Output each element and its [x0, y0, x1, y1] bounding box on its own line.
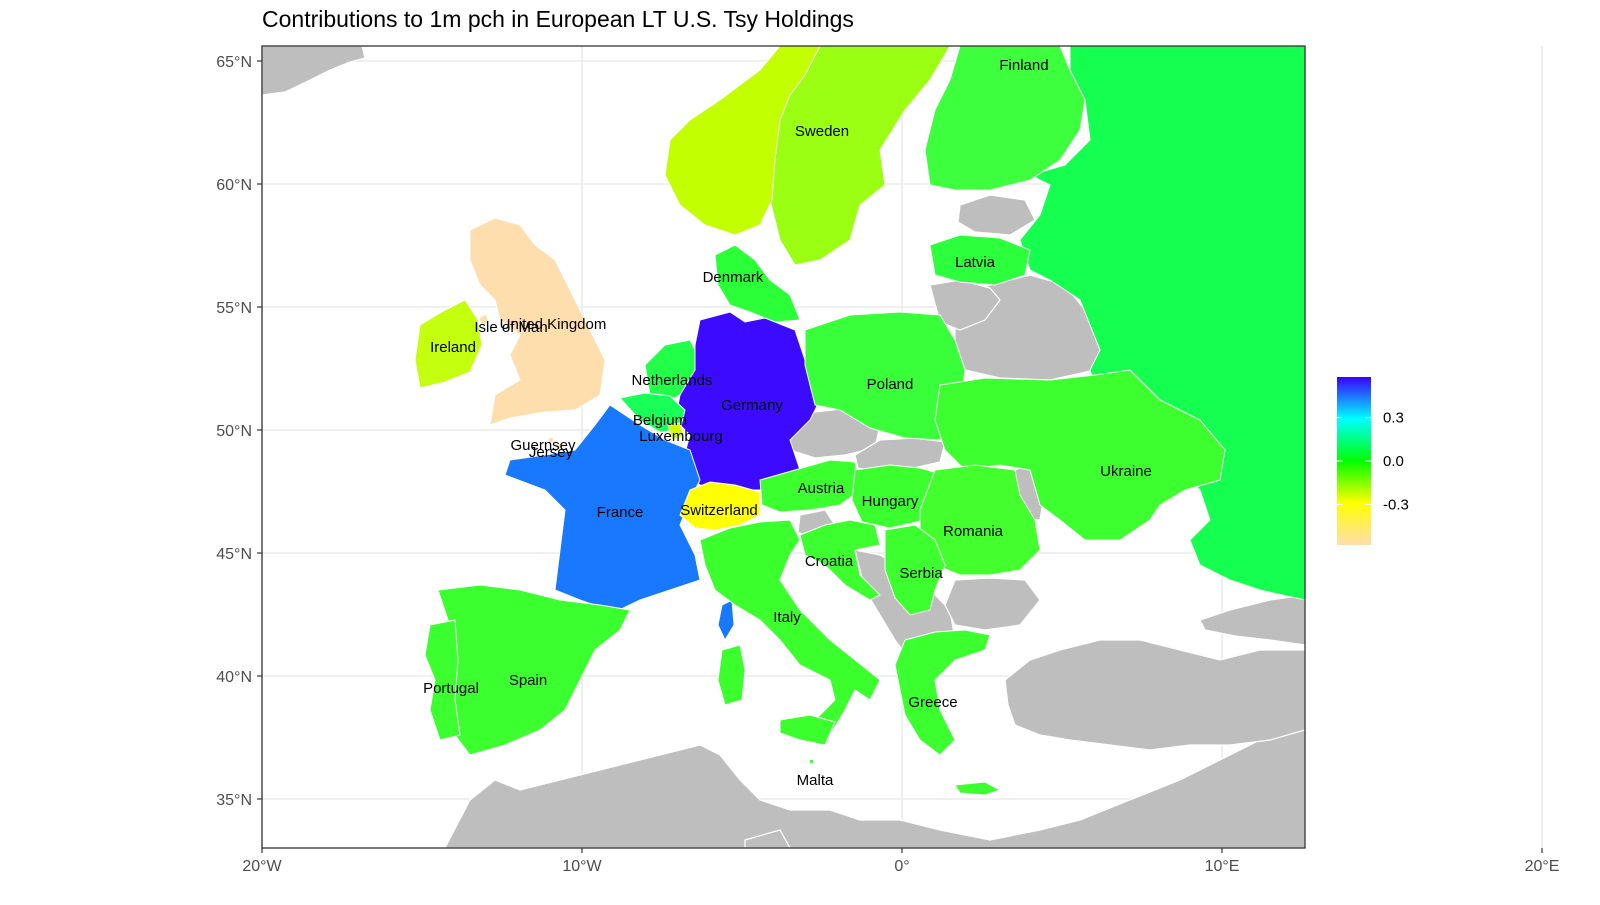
- country-label: United Kingdom: [500, 316, 607, 333]
- country-label: Denmark: [703, 269, 764, 286]
- country-label: Sweden: [795, 123, 849, 140]
- legend-ticks: 0.3 0.0 -0.3: [1337, 410, 1409, 513]
- y-tick-label: 65°N: [216, 54, 252, 71]
- country-sicily: [779, 714, 836, 746]
- land-bulgaria: [944, 577, 1041, 631]
- x-tick-label: 10°W: [562, 858, 602, 875]
- y-tick-label: 45°N: [216, 546, 252, 563]
- x-tick-label: 10°E: [1205, 858, 1240, 875]
- country-russia: [1019, 46, 1305, 601]
- country-label: Poland: [867, 376, 914, 393]
- country-austria: [759, 459, 861, 513]
- country-latvia: [929, 234, 1031, 286]
- country-serbia: [884, 524, 946, 616]
- country-label: Ireland: [430, 339, 476, 356]
- country-label: Switzerland: [680, 502, 758, 519]
- y-tick-label: 55°N: [216, 300, 252, 317]
- country-italy: [699, 519, 881, 736]
- country-luxembourg: [667, 422, 685, 441]
- country-jersey: [555, 442, 565, 450]
- land-north-africa: [444, 719, 1305, 848]
- country-label: Belgium: [633, 412, 687, 429]
- country-malta: [808, 758, 815, 765]
- country-portugal: [424, 619, 461, 741]
- country-label: Romania: [943, 523, 1004, 540]
- map-title: Contributions to 1m pch in European LT U…: [262, 6, 854, 32]
- y-tick-label: 40°N: [216, 669, 252, 686]
- y-tick-label: 50°N: [216, 423, 252, 440]
- legend: 0.3 0.0 -0.3: [1337, 377, 1409, 545]
- legend-tick-label: 0.3: [1383, 410, 1404, 427]
- country-labels: Finland Sweden Latvia Denmark United Kingdom…: [423, 57, 1152, 789]
- country-label: Greece: [908, 694, 957, 711]
- map-land: [262, 46, 1305, 848]
- country-label: Luxembourg: [639, 428, 722, 445]
- land-turkey: [1004, 639, 1305, 751]
- country-label: Isle of Man: [474, 319, 547, 336]
- country-label: Serbia: [899, 565, 943, 582]
- country-label: Spain: [509, 672, 547, 689]
- country-label: Finland: [999, 57, 1048, 74]
- country-greece: [894, 629, 991, 756]
- country-norway: [664, 46, 821, 236]
- country-label: Netherlands: [632, 372, 713, 389]
- country-united-kingdom: [469, 217, 606, 426]
- land-estonia: [957, 194, 1036, 236]
- x-tick-label: 20°W: [242, 858, 282, 875]
- country-label: Guernsey: [510, 437, 576, 454]
- x-tick-label: 20°E: [1525, 858, 1560, 875]
- country-label: Jersey: [529, 444, 574, 461]
- legend-tick-label: -0.3: [1383, 496, 1409, 513]
- country-label: Croatia: [805, 553, 854, 570]
- country-ireland: [414, 299, 483, 389]
- x-tick-label: 0°: [894, 858, 909, 875]
- country-denmark: [714, 244, 801, 323]
- country-finland: [924, 46, 1086, 191]
- country-label: France: [597, 504, 644, 521]
- country-croatia: [799, 519, 881, 601]
- country-belgium: [619, 392, 686, 433]
- country-guernsey: [547, 436, 555, 444]
- country-label: Germany: [721, 397, 783, 414]
- land-black-sea-coast: [1199, 594, 1305, 646]
- country-label: Italy: [773, 609, 801, 626]
- country-label: Latvia: [955, 254, 996, 271]
- country-label: Hungary: [862, 493, 919, 510]
- country-crete: [954, 781, 1002, 796]
- land-iceland: [262, 46, 366, 96]
- panel-border: [261, 45, 1306, 849]
- country-isle-of-man: [478, 313, 490, 327]
- country-label: Austria: [798, 480, 845, 497]
- legend-tick-label: 0.0: [1383, 453, 1404, 470]
- y-tick-label: 35°N: [216, 792, 252, 809]
- country-switzerland: [679, 481, 761, 531]
- x-axis: 20°W10°W0°10°E20°E30°E40°E: [242, 848, 1560, 875]
- land-sicily-region: [744, 829, 791, 848]
- country-label: Portugal: [423, 680, 479, 697]
- country-label: Malta: [797, 772, 834, 789]
- y-axis: 65°N 60°N 55°N 50°N 45°N 40°N 35°N: [216, 54, 262, 809]
- country-label: Ukraine: [1100, 463, 1152, 480]
- y-tick-label: 60°N: [216, 177, 252, 194]
- country-sardinia: [717, 644, 746, 706]
